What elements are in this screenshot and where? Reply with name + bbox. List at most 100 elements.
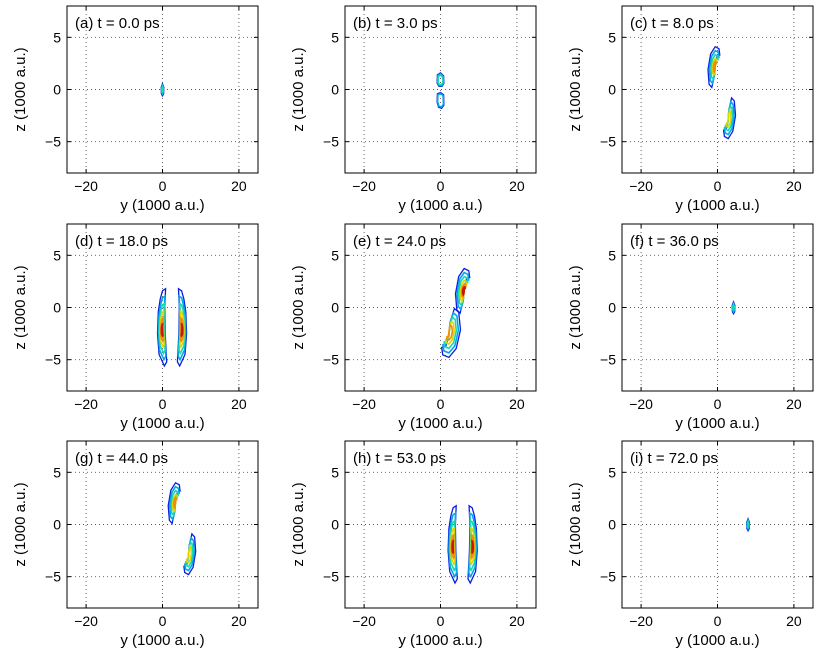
panel-b-ylabel: z (1000 a.u.) <box>290 47 307 131</box>
panel-b-ytick-label: 0 <box>331 82 339 98</box>
panel-g-title: (g) t = 44.0 ps <box>75 450 168 467</box>
panel-h-ytick-label: 5 <box>331 464 339 480</box>
panel-e: −20 0 20 5 0 −5 y (1000 a.u.) z (1000 a.u.) (e) … <box>290 223 537 432</box>
panel-a-xtick-label: 20 <box>231 178 247 194</box>
panel-g-ytick-label: 5 <box>53 464 61 480</box>
panel-e-ylabel: z (1000 a.u.) <box>290 265 307 349</box>
panel-f-ytick-label: 0 <box>608 300 616 316</box>
panel-d-contour-right-level-5 <box>179 316 185 343</box>
panel-g: −20 0 20 5 0 −5 y (1000 a.u.) z (1000 a.u.) (g) … <box>12 440 259 649</box>
panel-g-xtick-label: 20 <box>231 613 247 629</box>
panel-e-xtick-label: 20 <box>509 396 525 412</box>
panel-h-contour-left-level-5 <box>450 533 455 560</box>
panel-d-xtick-label: −20 <box>74 396 98 412</box>
panel-f-ytick-label: 5 <box>608 247 616 263</box>
panel-i-contour-level-3 <box>746 519 750 529</box>
panel-a-title: (a) t = 0.0 ps <box>75 15 160 32</box>
panel-e-ytick-label: 0 <box>331 300 339 316</box>
panel-c-ytick-label: −5 <box>600 134 616 150</box>
panel-e-ytick-label: −5 <box>323 352 339 368</box>
panel-c-frame <box>621 5 814 174</box>
panel-a-ytick-label: 5 <box>53 29 61 45</box>
panel-b-xtick-label: 20 <box>509 178 525 194</box>
panel-c-xtick-label: 20 <box>786 178 802 194</box>
panel-e-contour-upper-level-6 <box>461 285 467 297</box>
panel-b-ytick-label: −5 <box>323 134 339 150</box>
panel-a-contour-level-3 <box>161 84 164 94</box>
panel-c-ylabel: z (1000 a.u.) <box>567 47 584 131</box>
panel-a-ytick-label: 0 <box>53 82 61 98</box>
panel-i-ytick-label: 5 <box>608 464 616 480</box>
panel-e-xtick-label: −20 <box>352 396 376 412</box>
panel-g-ytick-label: 0 <box>53 517 61 533</box>
panel-h-contour-right-level-5 <box>470 533 475 560</box>
panel-g-contour-upper-level-5 <box>172 496 178 510</box>
panel-b-title: (b) t = 3.0 ps <box>353 15 438 32</box>
panel-f-xlabel: y (1000 a.u.) <box>675 415 759 432</box>
panel-d-ytick-label: 5 <box>53 247 61 263</box>
panel-i-title: (i) t = 72.0 ps <box>630 450 718 467</box>
panel-c-ytick-label: 5 <box>608 29 616 45</box>
panel-a-xtick-label: −20 <box>74 178 98 194</box>
panel-b-contour-upper-level-3 <box>437 73 444 86</box>
panel-e-contour-lower-level-5 <box>445 323 454 341</box>
panel-i-xtick-label: 20 <box>786 613 802 629</box>
panel-c: −20 0 20 5 0 −5 y (1000 a.u.) z (1000 a.u.) (c) … <box>567 5 814 214</box>
panel-f-ylabel: z (1000 a.u.) <box>567 265 584 349</box>
panel-c-contour-lower-level-4 <box>725 108 732 128</box>
panel-i-xtick-label: 0 <box>714 613 722 629</box>
panel-i-xtick-label: −20 <box>629 613 653 629</box>
panel-c-xlabel: y (1000 a.u.) <box>675 197 759 214</box>
panel-h-xlabel: y (1000 a.u.) <box>398 632 482 649</box>
panel-g-ytick-label: −5 <box>45 569 61 585</box>
panel-h-title: (h) t = 53.0 ps <box>353 450 446 467</box>
panel-i-ytick-label: 0 <box>608 517 616 533</box>
panel-d: −20 0 20 5 0 −5 y (1000 a.u.) z (1000 a.u.) (d) … <box>12 223 259 432</box>
panel-b-xlabel: y (1000 a.u.) <box>398 197 482 214</box>
panel-d-xtick-label: 0 <box>159 396 167 412</box>
panel-a-xtick-label: 0 <box>159 178 167 194</box>
panel-f-xtick-label: 0 <box>714 396 722 412</box>
panel-e-xlabel: y (1000 a.u.) <box>398 415 482 432</box>
panel-f-contour-level-3 <box>732 302 735 312</box>
panel-b-contour-lower-level-2 <box>436 92 445 108</box>
panel-b-xtick-label: 0 <box>437 178 445 194</box>
panel-i-ylabel: z (1000 a.u.) <box>567 482 584 566</box>
panel-h-ytick-label: 0 <box>331 517 339 533</box>
panel-d-ytick-label: −5 <box>45 352 61 368</box>
panel-h-ytick-label: −5 <box>323 569 339 585</box>
panel-d-contour-left-level-5 <box>159 316 165 343</box>
panel-f-ytick-label: −5 <box>600 352 616 368</box>
panel-g-xlabel: y (1000 a.u.) <box>120 632 204 649</box>
panel-d-xlabel: y (1000 a.u.) <box>120 415 204 432</box>
panel-c-ytick-label: 0 <box>608 82 616 98</box>
panel-g-xtick-label: −20 <box>74 613 98 629</box>
panel-i-frame <box>621 440 814 609</box>
panel-d-xtick-label: 20 <box>231 396 247 412</box>
panel-h-contour-left-level-6 <box>451 539 455 555</box>
panel-h-contour-right-level-6 <box>471 539 475 555</box>
panel-h-xtick-label: −20 <box>352 613 376 629</box>
panel-a-xlabel: y (1000 a.u.) <box>120 197 204 214</box>
panel-f-title: (f) t = 36.0 ps <box>630 233 719 250</box>
panel-c-title: (c) t = 8.0 ps <box>630 15 714 32</box>
panel-d-ylabel: z (1000 a.u.) <box>12 265 29 349</box>
panel-c-contour-upper-level-5 <box>712 60 718 74</box>
panel-a-ytick-label: −5 <box>45 134 61 150</box>
panel-i-xlabel: y (1000 a.u.) <box>675 632 759 649</box>
panel-h-xtick-label: 0 <box>437 613 445 629</box>
panel-f-frame <box>621 223 814 392</box>
panel-b: −20 0 20 5 0 −5 y (1000 a.u.) z (1000 a.u.) (b) … <box>290 5 537 214</box>
panel-d-ytick-label: 0 <box>53 300 61 316</box>
panel-d-contour-right-level-6 <box>180 322 184 338</box>
panel-g-xtick-label: 0 <box>159 613 167 629</box>
panel-a-ylabel: z (1000 a.u.) <box>12 47 29 131</box>
panel-c-xtick-label: 0 <box>714 178 722 194</box>
panel-c-xtick-label: −20 <box>629 178 653 194</box>
panel-h-frame <box>344 440 537 609</box>
panel-f-xtick-label: −20 <box>629 396 653 412</box>
panel-b-ytick-label: 5 <box>331 29 339 45</box>
panel-h-ylabel: z (1000 a.u.) <box>290 482 307 566</box>
panel-h: −20 0 20 5 0 −5 y (1000 a.u.) z (1000 a.u.) (h) … <box>290 440 537 649</box>
